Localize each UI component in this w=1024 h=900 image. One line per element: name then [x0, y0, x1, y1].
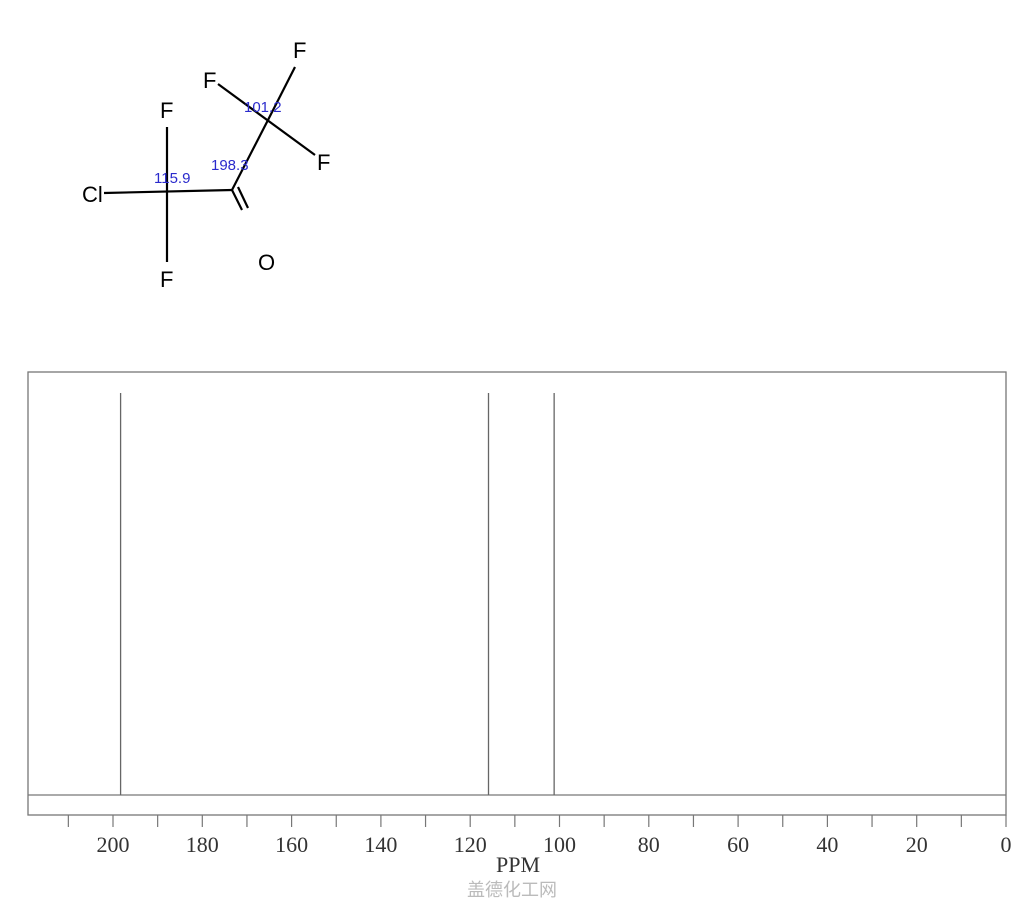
x-tick-label: 120: [454, 832, 487, 857]
x-tick-label: 20: [906, 832, 928, 857]
x-tick-label: 160: [275, 832, 308, 857]
peaks: [119, 393, 555, 795]
atom-f: F: [293, 38, 306, 63]
watermark: 盖德化工网: [467, 880, 557, 900]
x-tick-label: 40: [816, 832, 838, 857]
x-tick-label: 80: [638, 832, 660, 857]
shift-label: 198.3: [211, 157, 249, 174]
x-tick-label: 100: [543, 832, 576, 857]
atom-f: F: [203, 68, 216, 93]
shift-label: 101.2: [244, 99, 282, 116]
atom-f: F: [317, 150, 330, 175]
x-tick-label: 200: [97, 832, 130, 857]
atom-o: O: [258, 250, 275, 275]
molecule-structure: [103, 66, 316, 262]
atom-f: F: [160, 267, 173, 292]
x-tick-label: 0: [1001, 832, 1012, 857]
atom-cl: Cl: [82, 182, 103, 207]
x-axis-label: PPM: [496, 852, 540, 877]
x-axis: 200 180 160 140 120 100 80 60 40 20 0: [67, 815, 1012, 857]
shift-label: 115.9: [154, 170, 190, 187]
x-tick-label: 180: [186, 832, 219, 857]
atom-f: F: [160, 98, 173, 123]
x-tick-label: 140: [364, 832, 397, 857]
x-tick-label: 60: [727, 832, 749, 857]
plot-frame: [27, 371, 1007, 816]
